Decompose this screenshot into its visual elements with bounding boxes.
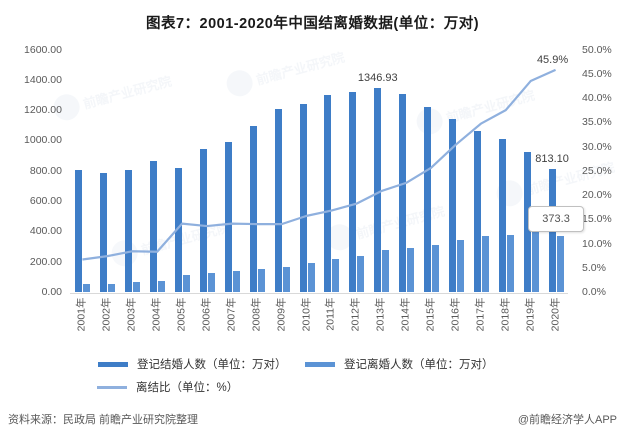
legend-label-ratio: 离结比（单位：%） [136,382,239,394]
bar-divorce-2006年 [207,272,215,293]
y-axis-tick-label: 1400.00 [24,73,62,86]
legend-item-ratio: 离结比（单位：%） [97,379,238,395]
y-axis-tick-label: 800.00 [29,164,62,177]
bar-marriage-2012年 [349,91,357,293]
bar-divorce-2005年 [183,274,191,293]
bar-marriage-2002年 [100,173,108,293]
source-note: 资料来源：民政局 前瞻产业研究院整理 [8,414,199,426]
y2-axis-tick-label: 15.0% [582,213,612,226]
legend-item-marriage: 登记结婚人数（单位：万对） [98,356,287,372]
bar-divorce-2015年 [432,244,440,293]
y-axis-tick-label: 1200.00 [24,104,62,117]
bar-marriage-2009年 [274,108,282,293]
legend-label-divorce: 登记离婚人数（单位：万对） [344,359,494,371]
y-axis-tick-label: 400.00 [29,225,62,238]
bar-divorce-2008年 [257,268,265,293]
ratio-line [82,68,556,261]
bar-divorce-2007年 [232,271,240,293]
bar-divorce-2002年 [108,283,116,293]
bar-marriage-2014年 [399,94,407,293]
bar-divorce-2019年 [531,231,539,293]
chart-title: 图表7：2001-2020年中国结离婚数据(单位：万对) [145,16,480,32]
bar-marriage-2003年 [125,169,133,293]
bar-marriage-2013年 [374,88,382,293]
y2-axis-tick-label: 40.0% [582,92,612,104]
data-label-tooltip: 373.3 [528,205,585,232]
bar-divorce-2012年 [357,255,365,293]
y2-axis-tick-label: 20.0% [582,189,612,201]
bar-marriage-2004年 [150,161,158,293]
legend-item-divorce: 登记离婚人数（单位：万对） [305,356,494,372]
data-label: 45.9% [536,53,569,66]
bar-marriage-2017年 [473,131,481,293]
bar-marriage-2006年 [199,149,207,293]
bar-divorce-2001年 [83,284,91,293]
y-axis-tick-label: 1000.00 [24,134,62,147]
y2-axis-tick-label: 5.0% [582,261,606,274]
y-axis-tick-label: 200.00 [29,255,62,268]
y2-axis-tick-label: 0.0% [582,286,606,298]
legend-marker-divorce-bar [305,361,335,367]
bar-marriage-2008年 [249,126,257,293]
x-axis-line [70,292,568,294]
y2-axis-tick-label: 30.0% [582,140,612,153]
bar-marriage-2007年 [224,142,232,293]
y2-axis-tick-label: 25.0% [582,164,612,177]
legend-label-marriage: 登记结婚人数（单位：万对） [137,359,287,371]
bar-marriage-2018年 [498,138,506,293]
y-axis-tick-label: 1600.00 [24,43,62,56]
bar-divorce-2003年 [133,282,141,293]
bar-marriage-2001年 [75,170,83,293]
y2-axis-tick-label: 45.0% [582,67,612,80]
y2-axis-tick-label: 35.0% [582,116,612,129]
bar-marriage-2010年 [299,104,307,293]
bar-marriage-2015年 [424,106,432,293]
y-axis-tick-label: 600.00 [29,195,62,208]
bar-divorce-2009年 [282,266,290,293]
bar-divorce-2014年 [407,247,415,293]
bar-divorce-2011年 [332,259,340,293]
y2-axis-tick-label: 10.0% [582,237,612,250]
bar-marriage-2019年 [523,151,531,293]
data-label: 1346.93 [357,72,398,85]
y-axis-tick-label: 0.00 [41,286,62,298]
legend-marker-marriage-bar [98,361,128,367]
bar-divorce-2010年 [307,262,315,293]
credit-note: @前瞻经济学人APP [517,414,617,426]
bar-divorce-2013年 [382,249,390,293]
y2-axis-tick-label: 50.0% [582,43,612,56]
data-label: 813.10 [535,153,569,166]
bar-marriage-2016年 [448,119,456,293]
bar-divorce-2018年 [506,234,514,293]
legend-marker-ratio-line [97,385,127,389]
bar-divorce-2004年 [158,281,166,293]
bar-divorce-2020年 [556,235,564,293]
bar-marriage-2011年 [324,95,332,293]
bar-divorce-2017年 [481,236,489,293]
bar-divorce-2016年 [456,239,464,293]
bar-marriage-2005年 [175,167,183,293]
